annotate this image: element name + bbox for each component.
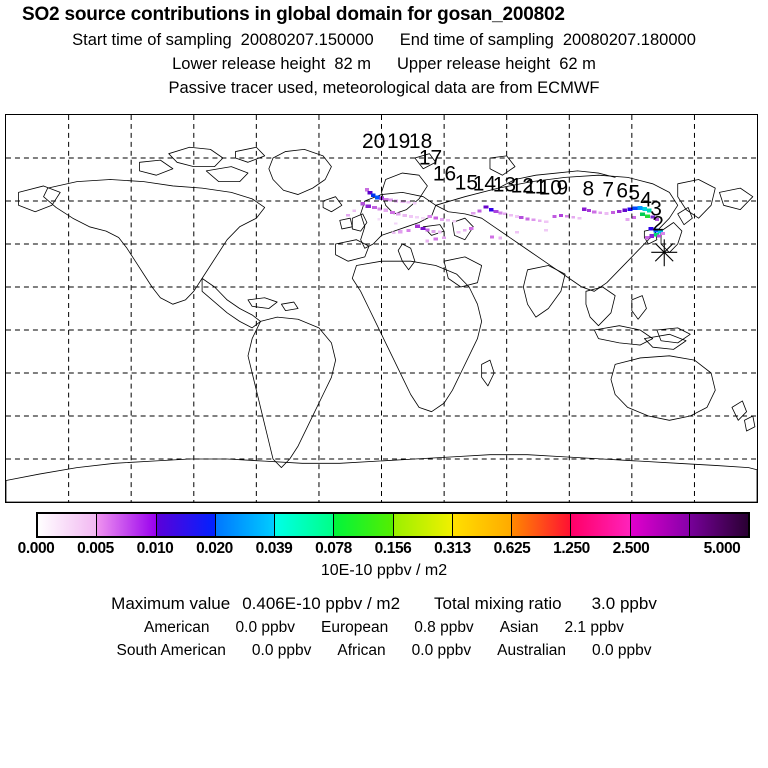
trajectory-label-2: 2 (652, 212, 664, 235)
colorbar-unit-label: 10E-10 ppbv / m2 (320, 562, 448, 579)
end-time-value: 20080207.180000 (562, 31, 696, 49)
trajectory-label-11: 11 (525, 176, 547, 199)
trajectory-label-19: 19 (387, 130, 410, 153)
colorbar-segment-1 (97, 514, 157, 536)
colorbar-tick-6: 0.156 (374, 540, 412, 557)
colorbar-segment-8 (512, 514, 572, 536)
trajectory-label-12: 12 (511, 175, 534, 198)
trajectory-label-14: 14 (473, 173, 497, 196)
colorbar-tick-1: 0.005 (77, 540, 114, 557)
upper-release-height-label: Upper release height (397, 55, 551, 73)
colorbar-segment-3 (215, 514, 275, 536)
colorbar-tick-5: 0.078 (315, 540, 352, 557)
colorbar-tick-7: 0.313 (434, 540, 471, 557)
colorbar-tick-2: 0.010 (136, 540, 174, 557)
statistics-section: Maximum value 0.406E-10 ppbv / m2 Total mi… (0, 589, 768, 660)
colorbar-segment-10 (630, 514, 690, 536)
colorbar-tick-labels: 0.000 0.005 0.010 0.020 0.039 0.078 0.156 0.313… (0, 540, 768, 560)
map-panel[interactable]: 20 19 18 17 16 15 14 13 12 11 10 9 8 7 6… (5, 114, 758, 503)
region-value-african: 0.0 ppbv (411, 642, 472, 659)
sampling-time-line: Start time of sampling 20080207.150000 End… (0, 31, 768, 50)
colorbar-segment-5 (334, 514, 394, 536)
start-time-label: Start time of sampling (72, 31, 232, 49)
trajectory-label-17: 17 (419, 147, 442, 170)
trajectory-label-15: 15 (455, 172, 478, 195)
trajectory-label-3: 3 (650, 198, 662, 221)
graticule-layer (6, 115, 757, 502)
trajectory-label-20: 20 (362, 130, 385, 153)
colorbar-segment-6 (393, 514, 453, 536)
trajectory-label-10: 10 (539, 177, 562, 200)
region-label-european: European (320, 619, 389, 636)
region-row-southern: South American 0.0 ppbv African 0.0 ppbv Aus… (0, 642, 768, 660)
end-time-label: End time of sampling (399, 31, 554, 49)
lower-release-height-label: Lower release height (172, 55, 326, 73)
coastline-layer (6, 146, 757, 502)
colorbar-tick-9: 1.250 (553, 540, 590, 557)
release-height-line: Lower release height 82 m Upper release he… (0, 55, 768, 74)
total-mixing-ratio-value: 3.0 ppbv (591, 594, 657, 613)
colorbar (36, 512, 750, 538)
region-value-australian: 0.0 ppbv (592, 642, 652, 659)
colorbar-segment-2 (156, 514, 216, 536)
region-label-african: African (337, 642, 386, 659)
total-mixing-ratio-label: Total mixing ratio (434, 594, 562, 613)
start-time-value: 20080207.150000 (240, 31, 374, 49)
region-label-asian: Asian (499, 619, 539, 636)
trajectory-label-5: 5 (628, 182, 640, 205)
trajectory-label-16: 16 (433, 163, 456, 186)
region-value-european: 0.8 ppbv (414, 619, 474, 636)
colorbar-segment-11 (689, 514, 748, 536)
trajectory-label-layer: 20 19 18 17 16 15 14 13 12 11 10 9 8 7 6… (362, 130, 678, 267)
colorbar-segment-7 (452, 514, 512, 536)
region-label-south-american: South American (116, 642, 226, 659)
colorbar-tick-8: 0.625 (493, 540, 531, 557)
colorbar-segment-0 (38, 514, 98, 536)
region-label-australian: Australian (497, 642, 567, 659)
maximum-and-total-row: Maximum value 0.406E-10 ppbv / m2 Total mi… (0, 594, 768, 614)
page-title: SO2 source contributions in global domai… (22, 4, 565, 25)
trajectory-label-13: 13 (493, 174, 516, 197)
colorbar-tick-10: 2.500 (612, 540, 650, 557)
release-site-star (651, 239, 678, 267)
plume-concentration-layer (346, 188, 666, 243)
maximum-value: 0.406E-10 ppbv / m2 (242, 594, 401, 613)
trajectory-label-7: 7 (602, 179, 614, 202)
region-value-south-american: 0.0 ppbv (251, 642, 312, 659)
header: SO2 source contributions in global domai… (0, 0, 768, 98)
trajectory-label-9: 9 (557, 177, 569, 200)
colorbar-tick-4: 0.039 (255, 540, 293, 557)
region-row-northern: American 0.0 ppbv European 0.8 ppbv Asian 2.1… (0, 619, 768, 637)
colorbar-segment-9 (571, 514, 631, 536)
trajectory-label-8: 8 (582, 178, 594, 201)
colorbar-tick-3: 0.020 (196, 540, 233, 557)
region-value-asian: 2.1 ppbv (564, 619, 624, 636)
region-value-american: 0.0 ppbv (235, 619, 295, 636)
meteorology-note: Passive tracer used, meteorological data… (168, 79, 600, 97)
region-label-american: American (144, 619, 210, 636)
colorbar-tick-11: 5.000 (703, 540, 741, 557)
trajectory-label-4: 4 (640, 189, 652, 212)
lower-release-height-value: 82 m (334, 55, 371, 73)
trajectory-label-18: 18 (409, 130, 432, 153)
maximum-value-label: Maximum value (111, 594, 231, 613)
upper-release-height-value: 62 m (559, 55, 596, 73)
colorbar-tick-0: 0.000 (17, 540, 55, 557)
colorbar-segment-4 (275, 514, 335, 536)
trajectory-label-6: 6 (616, 180, 628, 203)
